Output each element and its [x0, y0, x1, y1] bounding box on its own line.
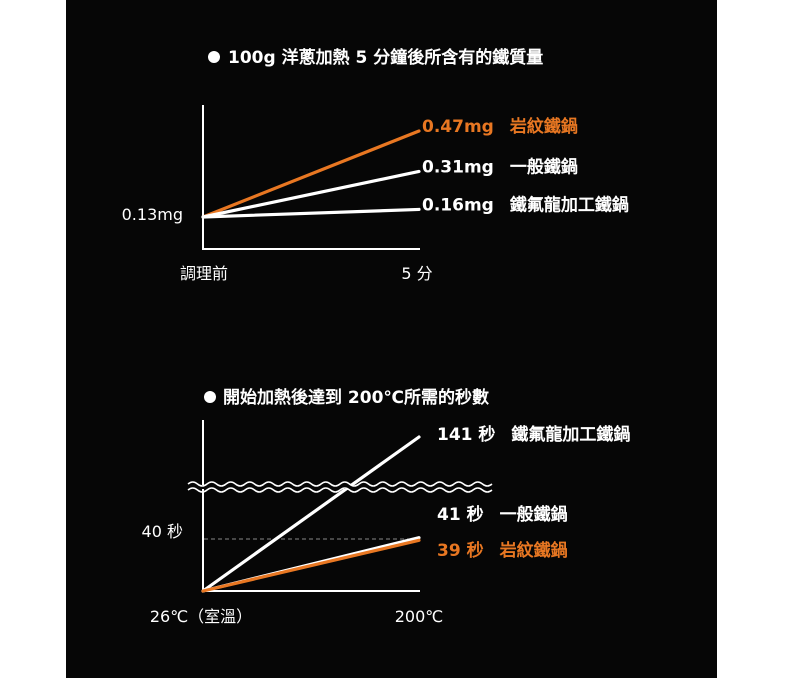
chart1-series-label-1-value: 0.31mg — [422, 157, 494, 177]
axis-break-gap — [188, 485, 490, 489]
chart1-series-label-0: 0.47mg 岩紋鐵鍋 — [422, 116, 578, 137]
chart1-series-label-2-series-name: 鐵氟龍加工鐵鍋 — [510, 194, 629, 215]
chart1-series-label-2-value: 0.16mg — [422, 195, 494, 215]
chart2-series-label-0-value: 141 秒 — [437, 424, 495, 445]
chart2-series-label-1-series-name: 一般鐵鍋 — [500, 504, 568, 525]
chart2-series-label-2-value: 39 秒 — [437, 540, 484, 561]
chart1-series-line-0 — [201, 129, 421, 219]
chart1-series-label-2: 0.16mg 鐵氟龍加工鐵鍋 — [422, 194, 629, 215]
chart2-x-tick-end: 200℃ — [395, 607, 444, 626]
chart1-x-tick-start: 調理前 — [180, 264, 228, 283]
chart2-reference-label: 40 秒 — [142, 522, 183, 541]
chart2-series-label-0: 141 秒鐵氟龍加工鐵鍋 — [437, 424, 630, 445]
chart1-series-line-1 — [201, 169, 421, 219]
chart1-series-label-1: 0.31mg 一般鐵鍋 — [422, 156, 578, 177]
chart2-series-label-1-value: 41 秒 — [437, 504, 484, 525]
chart1-title: 100g 洋蔥加熱 5 分鐘後所含有的鐵質量 — [228, 47, 543, 68]
chart2-series-line-0 — [201, 435, 421, 593]
chart2-x-tick-start: 26℃（室溫） — [150, 607, 252, 626]
chart-iron-content: 100g 洋蔥加熱 5 分鐘後所含有的鐵質量 0.13mg 調理前 5 分 0.… — [122, 47, 629, 283]
chart2-series-label-0-series-name: 鐵氟龍加工鐵鍋 — [511, 424, 630, 445]
chart-panel — [66, 0, 717, 678]
chart2-series-label-2-series-name: 岩紋鐵鍋 — [499, 540, 568, 561]
title-bullet-icon — [204, 391, 216, 403]
chart1-series-lines — [201, 129, 421, 219]
chart2-series-labels: 141 秒鐵氟龍加工鐵鍋 41 秒一般鐵鍋 39 秒岩紋鐵鍋 — [437, 424, 630, 561]
chart1-x-tick-end: 5 分 — [401, 264, 432, 283]
axis-break-wave-top — [187, 481, 493, 487]
chart1-series-labels: 0.47mg 岩紋鐵鍋 0.31mg 一般鐵鍋 0.16mg 鐵氟龍加工鐵鍋 — [422, 116, 629, 215]
chart1-series-label-1-series-name: 一般鐵鍋 — [510, 156, 578, 177]
chart2-series-lines — [201, 435, 421, 593]
chart1-series-label-0-series-name: 岩紋鐵鍋 — [509, 116, 578, 137]
chart2-title: 開始加熱後達到 200℃所需的秒數 — [223, 387, 489, 408]
axis-break-icon — [187, 481, 493, 493]
axis-break-wave-bottom — [187, 487, 493, 493]
chart2-series-label-2: 39 秒岩紋鐵鍋 — [437, 540, 568, 561]
chart2-series-line-2 — [201, 538, 421, 593]
title-bullet-icon — [208, 51, 220, 63]
chart1-series-line-2 — [201, 207, 421, 219]
chart-heating-time: 開始加熱後達到 200℃所需的秒數 40 秒 26℃（室溫） 200℃ 141 … — [142, 387, 631, 626]
chart1-series-label-0-value: 0.47mg — [422, 117, 494, 137]
chart2-series-label-1: 41 秒一般鐵鍋 — [437, 504, 568, 525]
chart1-start-label: 0.13mg — [122, 205, 183, 224]
